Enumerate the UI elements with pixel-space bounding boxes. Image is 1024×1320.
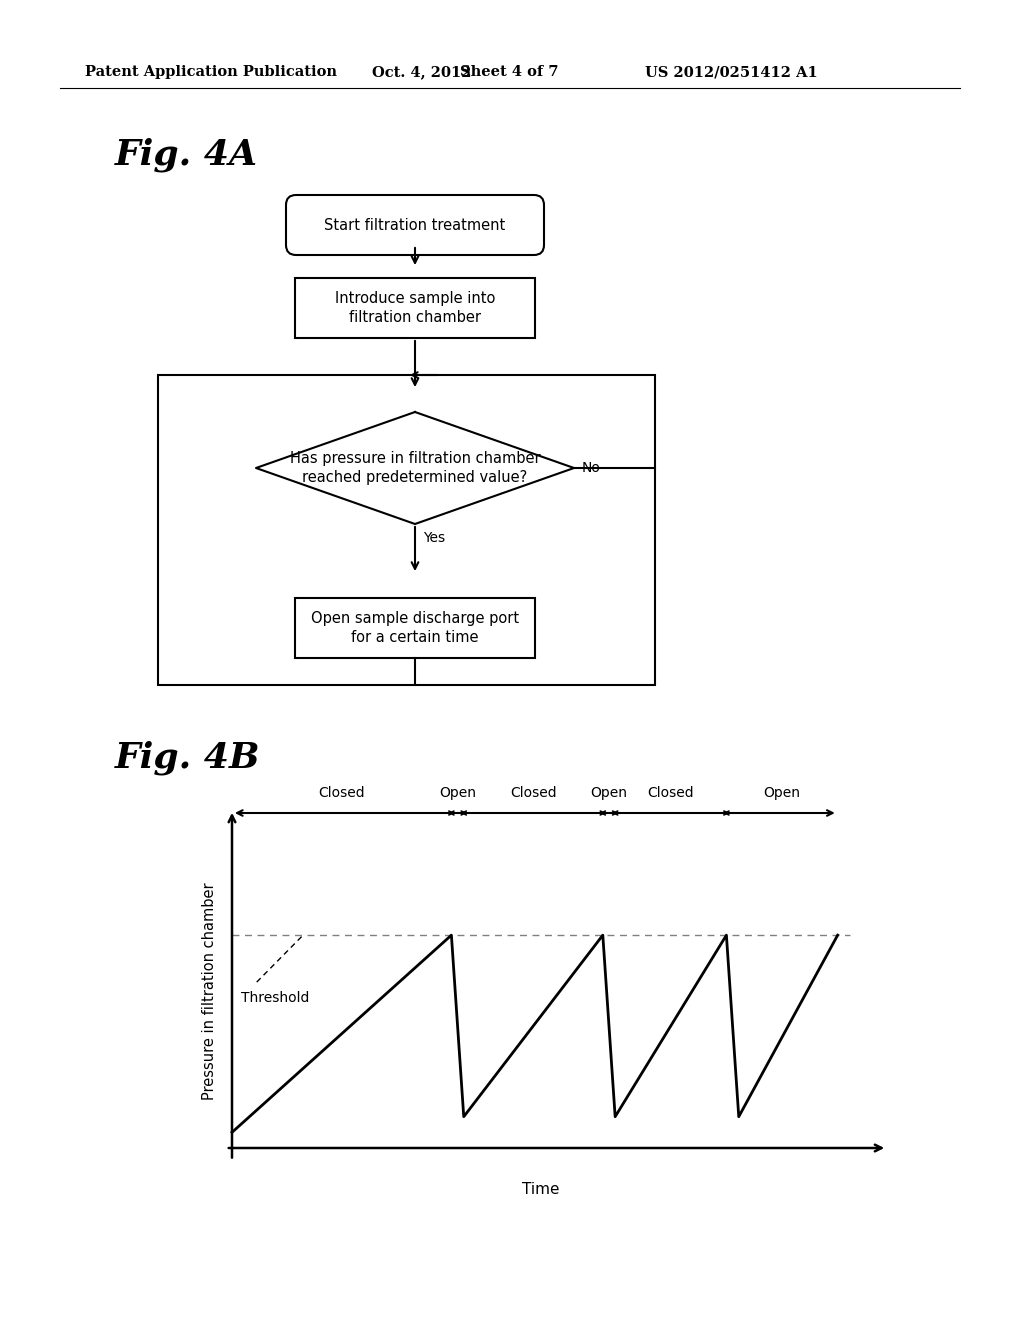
Text: Open: Open	[439, 785, 476, 800]
Text: Fig. 4A: Fig. 4A	[115, 137, 258, 172]
Text: Start filtration treatment: Start filtration treatment	[325, 218, 506, 232]
Text: Patent Application Publication: Patent Application Publication	[85, 65, 337, 79]
Text: Sheet 4 of 7: Sheet 4 of 7	[460, 65, 558, 79]
Text: Open sample discharge port
for a certain time: Open sample discharge port for a certain…	[311, 611, 519, 645]
Text: Time: Time	[522, 1183, 560, 1197]
Text: Closed: Closed	[647, 785, 694, 800]
Text: No: No	[582, 461, 601, 475]
Text: Introduce sample into
filtration chamber: Introduce sample into filtration chamber	[335, 290, 496, 326]
Text: Pressure in filtration chamber: Pressure in filtration chamber	[203, 883, 217, 1101]
Text: Threshold: Threshold	[242, 991, 309, 1005]
Text: Has pressure in filtration chamber
reached predetermined value?: Has pressure in filtration chamber reach…	[290, 450, 541, 486]
Bar	[295, 279, 535, 338]
Text: Fig. 4B: Fig. 4B	[115, 741, 260, 775]
Text: Closed: Closed	[510, 785, 557, 800]
Text: Oct. 4, 2012: Oct. 4, 2012	[372, 65, 471, 79]
Text: US 2012/0251412 A1: US 2012/0251412 A1	[645, 65, 818, 79]
Text: Open: Open	[591, 785, 628, 800]
Text: Open: Open	[764, 785, 801, 800]
Text: Yes: Yes	[423, 531, 445, 545]
Bar	[295, 598, 535, 657]
Text: Closed: Closed	[318, 785, 365, 800]
Bar	[158, 375, 655, 685]
FancyBboxPatch shape	[286, 195, 544, 255]
